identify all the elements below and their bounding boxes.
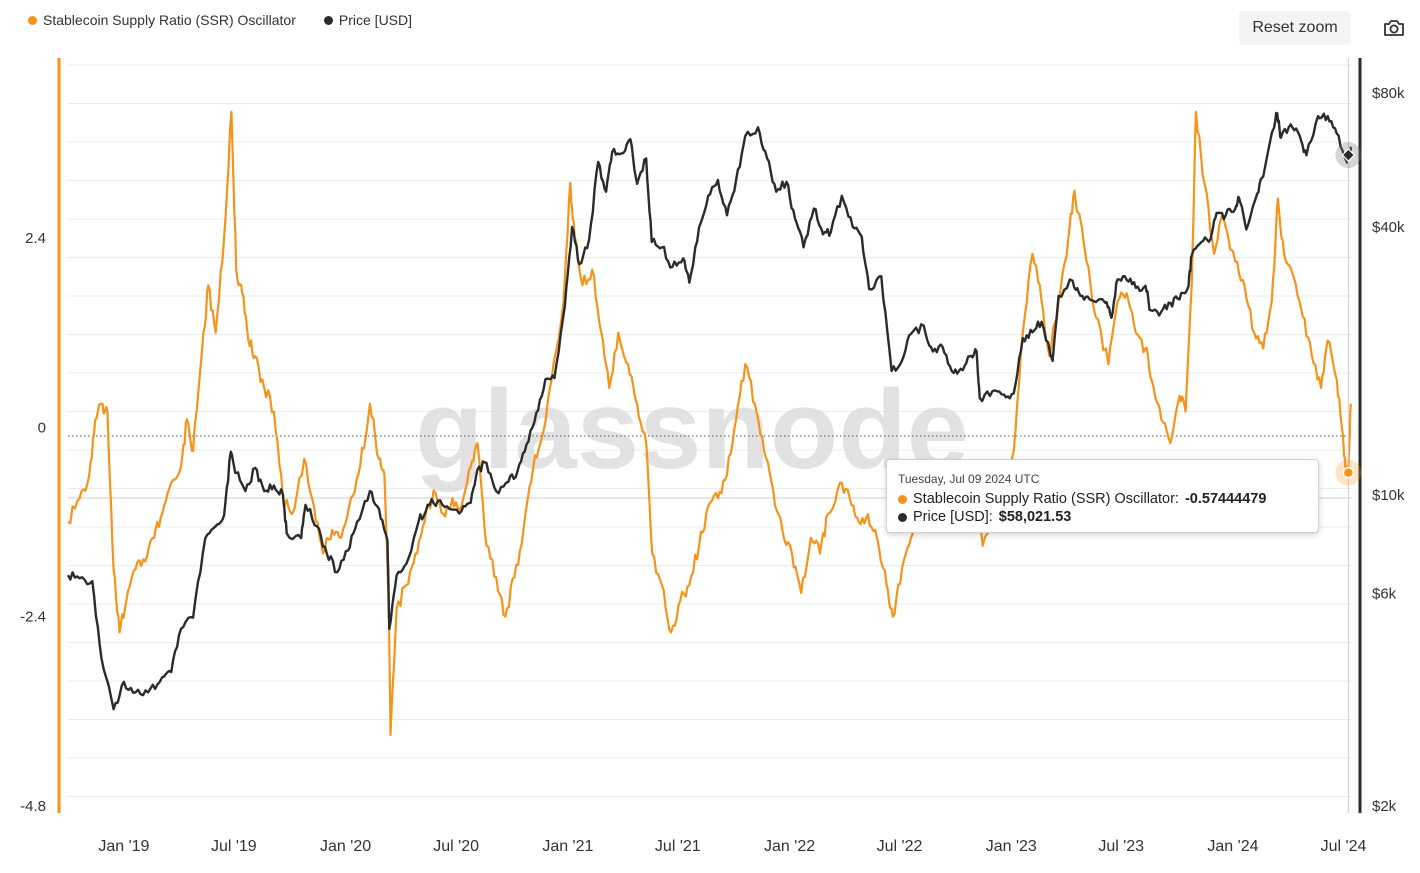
legend-item-price[interactable]: Price [USD] bbox=[323, 12, 413, 28]
legend: Stablecoin Supply Ratio (SSR) Oscillator… bbox=[28, 12, 412, 28]
tooltip-row-price: Price [USD]: $58,021.53 bbox=[898, 508, 1306, 526]
legend-item-ssr[interactable]: Stablecoin Supply Ratio (SSR) Oscillator bbox=[28, 12, 296, 28]
left-tick-label: -4.8 bbox=[20, 798, 46, 815]
tooltip-ssr-value: -0.57444479 bbox=[1184, 491, 1267, 507]
x-tick-label: Jul '23 bbox=[1098, 838, 1144, 855]
crosshair bbox=[1335, 58, 1362, 813]
right-tick-label: $10k bbox=[1372, 487, 1405, 504]
right-tick-label: $80k bbox=[1372, 85, 1405, 102]
right-tick-label: $40k bbox=[1372, 219, 1405, 236]
ssr-line bbox=[67, 110, 1352, 737]
ssr-series bbox=[67, 110, 1352, 737]
left-tick-label: 0 bbox=[38, 419, 46, 436]
x-tick-label: Jan '21 bbox=[542, 838, 593, 855]
left-axis-ticks: 2.4 0 -2.4 -4.8 bbox=[20, 230, 46, 815]
price-legend-dot-icon bbox=[323, 15, 333, 25]
price-series bbox=[66, 111, 1353, 711]
tooltip-ssr-label: Stablecoin Supply Ratio (SSR) Oscillator… bbox=[913, 491, 1179, 507]
x-tick-label: Jul '24 bbox=[1321, 838, 1367, 855]
tooltip: Tuesday, Jul 09 2024 UTC Stablecoin Supp… bbox=[886, 459, 1319, 533]
x-tick-label: Jan '20 bbox=[320, 838, 371, 855]
left-tick-label: 2.4 bbox=[25, 230, 46, 247]
tooltip-ssr-dot-icon bbox=[898, 494, 907, 504]
tooltip-price-label: Price [USD]: bbox=[913, 509, 993, 525]
legend-label-price: Price [USD] bbox=[338, 12, 413, 28]
x-tick-label: Jan '24 bbox=[1207, 838, 1258, 855]
x-tick-label: Jul '19 bbox=[211, 838, 257, 855]
x-tick-label: Jul '22 bbox=[877, 838, 923, 855]
tooltip-row-ssr: Stablecoin Supply Ratio (SSR) Oscillator… bbox=[898, 490, 1306, 508]
tooltip-date: Tuesday, Jul 09 2024 UTC bbox=[898, 472, 1040, 486]
x-axis-ticks: Jan '19 Jul '19 Jan '20 Jul '20 Jan '21 Jul '… bbox=[98, 838, 1366, 855]
reset-zoom-button[interactable]: Reset zoom bbox=[1239, 11, 1351, 45]
ssr-legend-dot-icon bbox=[28, 15, 37, 25]
legend-label-ssr: Stablecoin Supply Ratio (SSR) Oscillator bbox=[43, 12, 296, 28]
tooltip-price-dot-icon bbox=[898, 512, 907, 522]
camera-icon[interactable] bbox=[1382, 16, 1406, 40]
right-tick-label: $6k bbox=[1372, 586, 1397, 603]
x-tick-label: Jan '23 bbox=[986, 838, 1037, 855]
price-line bbox=[66, 111, 1353, 711]
watermark: glassnode bbox=[415, 367, 969, 492]
tooltip-price-value: $58,021.53 bbox=[998, 509, 1072, 525]
x-tick-label: Jan '22 bbox=[764, 838, 815, 855]
x-tick-label: Jan '19 bbox=[98, 838, 149, 855]
price-hover-point bbox=[1341, 148, 1356, 162]
x-tick-label: Jul '21 bbox=[655, 838, 701, 855]
right-tick-label: $2k bbox=[1372, 798, 1397, 815]
ssr-hover-point bbox=[1342, 466, 1355, 479]
right-axis-ticks: $80k $40k $10k $6k $2k bbox=[1372, 85, 1405, 815]
left-tick-label: -2.4 bbox=[20, 609, 46, 626]
x-tick-label: Jul '20 bbox=[433, 838, 479, 855]
